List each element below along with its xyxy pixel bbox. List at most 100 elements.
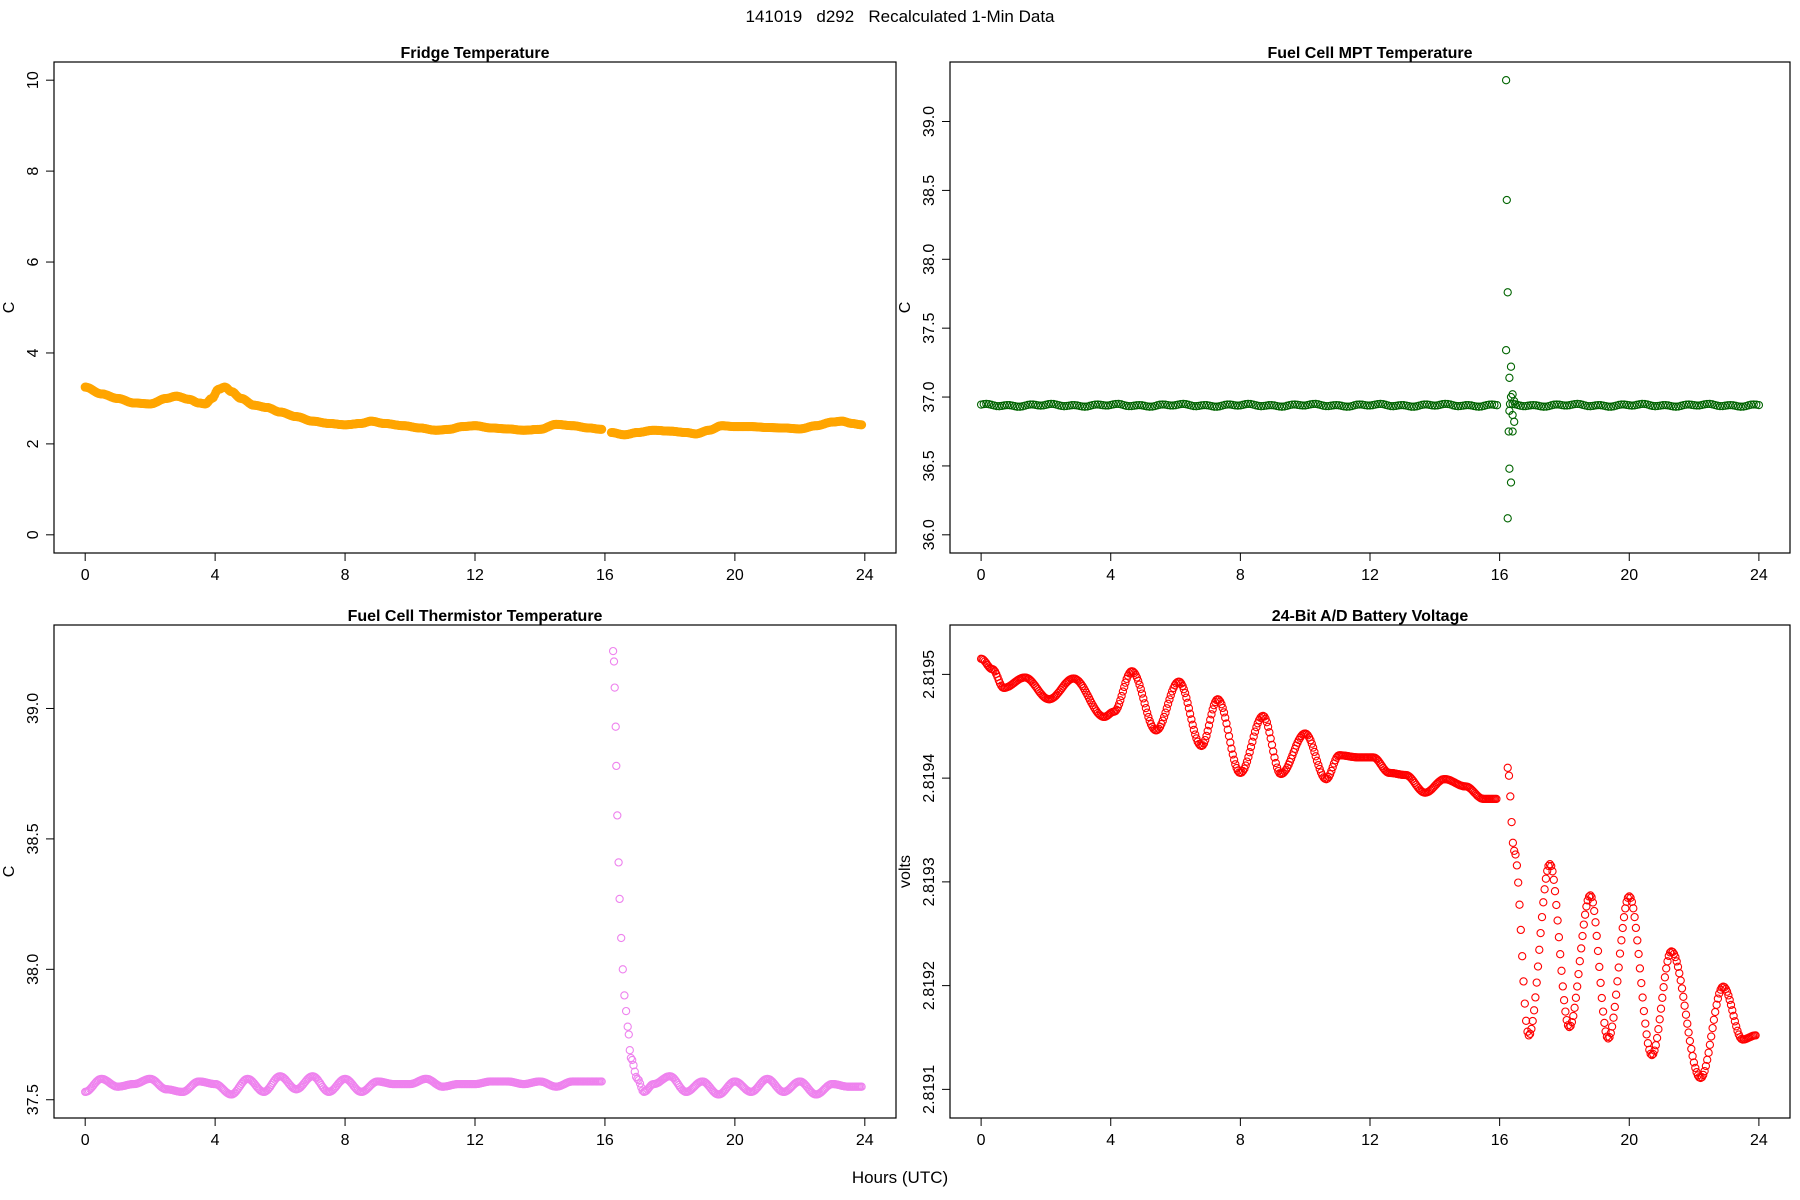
data-point [1643,1039,1653,1048]
data-point [1672,957,1681,966]
data-points [976,654,1760,1083]
data-point [1510,417,1519,426]
data-point [1208,705,1217,714]
data-point [1605,1033,1614,1042]
data-point [1275,402,1284,411]
data-point [1244,752,1253,762]
data-point [1652,1033,1662,1043]
data-point [1124,401,1134,411]
data-point [1659,983,1668,992]
y-tick-label: 37.5 [25,1084,42,1115]
x-tick-label: 0 [81,1132,90,1149]
data-point [1267,400,1276,410]
data-point [1201,735,1210,745]
data-points [976,76,1764,523]
data-point [1638,993,1647,1002]
y-tick-label: 38.0 [921,244,938,275]
y-tick-label: 37.5 [921,312,938,343]
data-point [1266,734,1275,743]
data-point [1135,400,1144,410]
x-tick-label: 4 [211,567,220,584]
data-point [1290,400,1299,409]
data-point [1262,718,1272,727]
data-point [1070,400,1079,410]
data-point [1711,1007,1720,1017]
data-point [1521,1016,1531,1025]
data-point [1663,957,1672,966]
data-point [1158,400,1167,409]
data-point [1613,977,1622,986]
data-point [1298,401,1307,410]
data-point [621,1006,631,1016]
data-point [1376,399,1385,409]
data-point [1630,912,1639,922]
data-point [1130,668,1139,678]
data-point [1502,195,1511,205]
y-axis-label: C [1,866,18,878]
data-point [1545,860,1555,869]
data-point [1544,861,1553,871]
data-point [1557,966,1566,975]
data-point [1548,867,1557,876]
data-point [1194,739,1204,749]
data-point [1453,402,1463,411]
data-point [1199,400,1209,410]
data-point [982,399,991,409]
data-point [1214,695,1224,704]
data-point [1647,1050,1657,1060]
data-point [1254,401,1263,411]
data-point [1265,728,1274,737]
x-tick-label: 24 [1750,1132,1768,1149]
data-point [1516,925,1525,935]
data-point [857,1082,866,1091]
data-point [1162,704,1171,713]
data-point [1441,399,1450,409]
x-tick-label: 20 [726,1132,744,1149]
data-point [1342,402,1351,411]
data-point [1093,400,1102,409]
data-point [608,646,618,656]
data-point [1396,400,1406,410]
data-point [1515,900,1524,909]
data-point [1688,1051,1697,1061]
data-point [1059,402,1069,411]
data-point [1373,399,1382,409]
data-point [1573,399,1582,409]
data-point [1547,861,1556,871]
data-point [1474,402,1484,411]
data-point [1682,400,1691,409]
data-point [1166,691,1175,700]
data-point [1224,731,1234,741]
data-point [1658,401,1668,410]
data-point [1577,944,1586,953]
y-tick-label: 4 [25,348,42,357]
x-tick-label: 24 [856,567,874,584]
x-tick-label: 20 [726,567,744,584]
data-point [1596,978,1605,988]
data-point [1595,962,1604,972]
x-tick-label: 16 [596,1132,614,1149]
data-point [1707,1032,1716,1041]
data-point [1746,400,1756,409]
data-point [1207,710,1216,719]
data-point [1506,362,1516,371]
y-tick-label: 39.0 [25,693,42,724]
data-point [1505,464,1514,473]
panel-title: Fuel Cell Thermistor Temperature [348,608,603,625]
data-point [1728,1006,1737,1015]
data-point [1165,695,1174,704]
data-point [1536,402,1546,411]
data-point [1685,1036,1695,1046]
data-point [635,1079,645,1088]
data-point [1634,949,1643,959]
data-point [989,665,998,674]
data-point [1708,1023,1717,1033]
data-point [1281,765,1291,774]
data-point [1269,747,1278,756]
data-point [1263,722,1273,731]
data-point [614,858,623,867]
data-point [1655,1015,1664,1024]
data-point [1245,748,1254,757]
data-point [1168,401,1178,410]
data-point [1529,1006,1539,1015]
